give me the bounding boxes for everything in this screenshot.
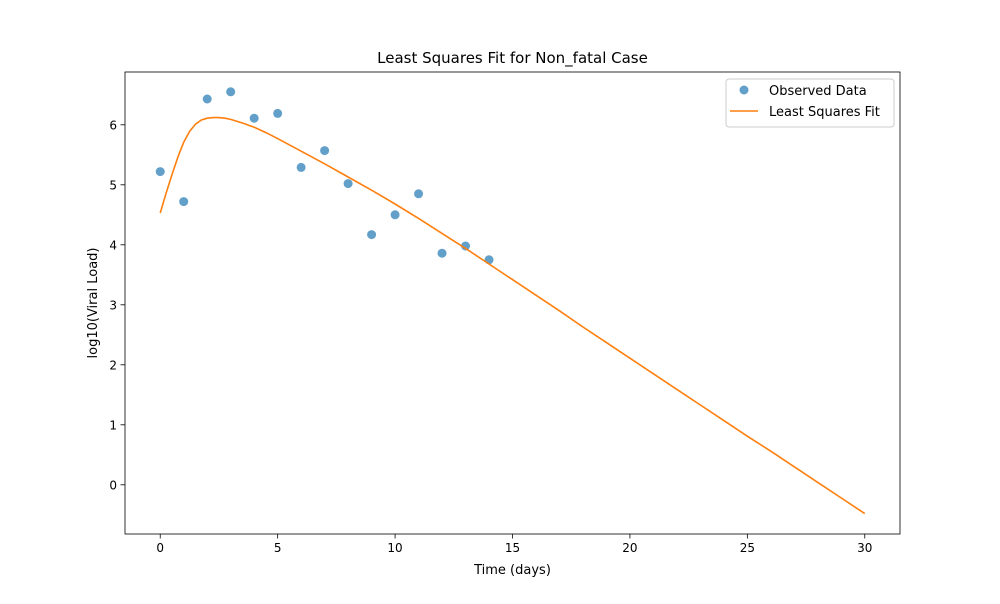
data-point xyxy=(273,108,283,118)
data-point xyxy=(414,189,424,199)
chart-title: Least Squares Fit for Non_fatal Case xyxy=(377,49,648,68)
data-point xyxy=(202,94,212,104)
data-point xyxy=(484,255,494,265)
data-point xyxy=(390,210,400,220)
x-tick-label: 10 xyxy=(387,541,402,555)
data-point xyxy=(320,146,330,156)
legend-label-observed: Observed Data xyxy=(769,84,867,99)
data-point xyxy=(226,87,236,97)
x-tick-label: 0 xyxy=(156,541,164,555)
legend-label-fit: Least Squares Fit xyxy=(769,105,880,120)
data-point xyxy=(296,162,306,172)
x-tick-label: 25 xyxy=(740,541,755,555)
y-axis: 0 1 2 3 4 5 6 xyxy=(109,118,125,492)
data-point xyxy=(367,230,377,240)
data-point xyxy=(249,113,259,123)
y-tick-label: 5 xyxy=(109,178,117,192)
x-tick-label: 5 xyxy=(274,541,282,555)
y-tick-label: 2 xyxy=(109,358,117,372)
y-tick-label: 3 xyxy=(109,298,117,312)
data-point xyxy=(343,179,353,189)
data-point xyxy=(155,167,165,177)
data-point xyxy=(179,197,189,207)
series-layer xyxy=(155,87,866,515)
x-axis: 0 5 10 15 20 25 30 xyxy=(156,534,872,555)
y-tick-label: 6 xyxy=(109,118,117,132)
legend-marker-observed xyxy=(739,85,749,95)
y-tick-label: 0 xyxy=(109,478,117,492)
legend: Observed Data Least Squares Fit xyxy=(725,78,895,128)
x-tick-label: 20 xyxy=(622,541,637,555)
x-axis-label: Time (days) xyxy=(473,563,551,578)
y-tick-label: 4 xyxy=(109,238,117,252)
legend-box xyxy=(725,78,895,128)
x-tick-label: 30 xyxy=(857,541,872,555)
data-point xyxy=(437,248,447,258)
x-tick-label: 15 xyxy=(505,541,520,555)
plot-area-frame xyxy=(124,71,901,535)
y-tick-label: 1 xyxy=(109,418,117,432)
fit-line xyxy=(159,116,866,515)
data-point xyxy=(461,241,471,251)
y-axis-label: log10(Viral Load) xyxy=(86,248,101,359)
